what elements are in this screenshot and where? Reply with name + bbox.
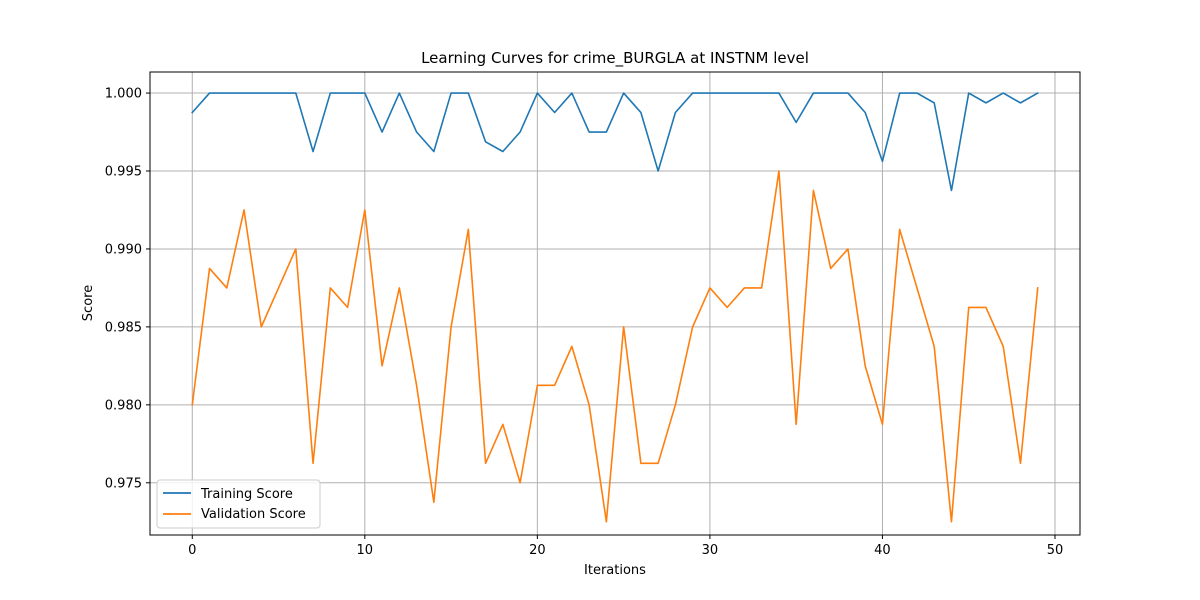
y-tick-label: 0.995 <box>105 164 142 179</box>
training-score-line <box>191 91 1039 192</box>
y-tick-label: 0.985 <box>105 320 142 335</box>
y-tick-label: 0.980 <box>105 398 142 413</box>
plot-frame <box>149 71 1081 536</box>
validation-score-line <box>191 170 1039 523</box>
y-tick-label: 0.990 <box>105 242 142 257</box>
x-tick-label: 0 <box>188 543 196 558</box>
x-tick-label: 10 <box>357 543 374 558</box>
legend-label-validation: Validation Score <box>201 507 306 522</box>
legend: Training Score Validation Score <box>156 479 321 529</box>
x-tick-label: 20 <box>529 543 546 558</box>
x-tick-label: 40 <box>874 543 891 558</box>
legend-box <box>156 479 321 529</box>
grid-lines <box>150 72 1080 535</box>
axis-ticks: 0 10 20 30 40 50 0.975 0.980 0.985 0.990 0.995 1.00… <box>105 87 1063 558</box>
chart-title: Learning Curves for crime_BURGLA at INST… <box>421 49 809 68</box>
x-axis-label: Iterations <box>584 563 646 578</box>
legend-label-training: Training Score <box>200 487 293 502</box>
series-layer <box>191 91 1039 523</box>
x-tick-label: 30 <box>702 543 719 558</box>
y-tick-label: 0.975 <box>105 476 142 491</box>
y-axis-label: Score <box>81 285 96 321</box>
y-tick-label: 1.000 <box>105 87 142 102</box>
x-tick-label: 50 <box>1047 543 1064 558</box>
